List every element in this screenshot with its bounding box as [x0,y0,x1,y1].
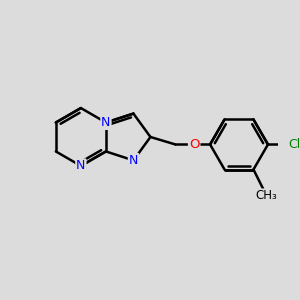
Text: N: N [76,159,86,172]
Text: N: N [129,154,138,167]
Text: CH₃: CH₃ [256,189,278,203]
Text: O: O [189,138,200,151]
Text: Cl: Cl [288,138,300,151]
Text: N: N [101,116,111,129]
